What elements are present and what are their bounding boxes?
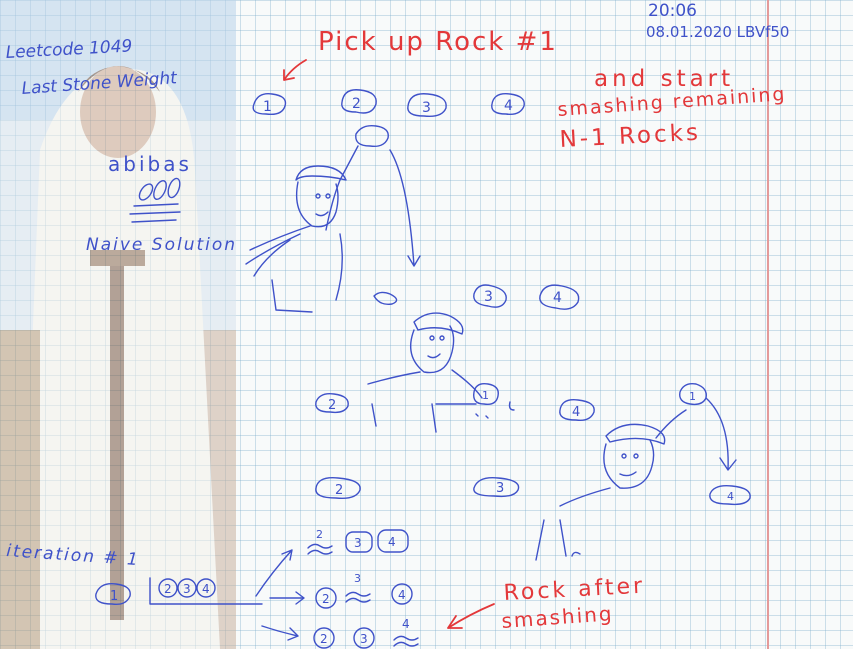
rock-smash-4: 4 xyxy=(559,399,595,422)
iteration-row1: 2 3 4 xyxy=(307,528,409,555)
problem-line1: Leetcode 1049 xyxy=(5,36,133,63)
rock-mid-3: 3 xyxy=(473,284,507,308)
svg-text:4: 4 xyxy=(553,290,562,306)
svg-text:3: 3 xyxy=(484,289,493,305)
start-note-line1: and start xyxy=(594,66,734,92)
svg-text:2: 2 xyxy=(316,528,323,541)
iteration-row2: 2 3 4 xyxy=(315,572,413,609)
svg-text:2: 2 xyxy=(328,398,336,413)
iteration-start-group: 2 3 4 xyxy=(149,577,263,605)
rock-smash-2: 2 xyxy=(315,392,349,414)
iteration-label: iteration # 1 xyxy=(6,541,141,570)
svg-text:4: 4 xyxy=(402,617,410,631)
pick-up-note: Pick up Rock #1 xyxy=(318,27,558,57)
svg-text:2: 2 xyxy=(322,592,330,606)
svg-text:2: 2 xyxy=(164,582,172,596)
svg-text:3: 3 xyxy=(354,536,362,550)
svg-text:1: 1 xyxy=(689,390,696,403)
date-id: 08.01.2020 LBVf50 xyxy=(646,23,789,41)
brand-name: abibas xyxy=(108,152,192,176)
timestamp: 20:06 xyxy=(648,1,697,21)
svg-text:1: 1 xyxy=(482,389,489,402)
rock-lower-3: 3 xyxy=(473,477,520,498)
rock-top-4: 4 xyxy=(491,93,525,116)
person-throwing-sketch: 1 xyxy=(535,382,737,561)
problem-line2: Last Stone Weight xyxy=(21,68,179,99)
person-lifting-sketch xyxy=(245,124,421,313)
svg-text:2: 2 xyxy=(320,632,328,646)
rock-thrown-4: 4 xyxy=(709,484,751,506)
svg-text:1: 1 xyxy=(263,99,272,115)
svg-text:4: 4 xyxy=(388,535,396,549)
svg-text:4: 4 xyxy=(398,588,406,602)
svg-text:2: 2 xyxy=(352,96,361,112)
arrow-row1 xyxy=(255,549,293,597)
rock-after-arrow xyxy=(447,603,495,629)
svg-text:3: 3 xyxy=(183,582,191,596)
brand-subtitle: Naive Solution xyxy=(86,235,237,255)
rock-after-line2: smashing xyxy=(501,601,615,633)
arrow-row3 xyxy=(261,625,299,641)
pick-up-arrow xyxy=(283,59,307,81)
svg-text:4: 4 xyxy=(504,98,513,114)
arrow-row2 xyxy=(269,591,305,605)
rock-top-2: 2 xyxy=(341,89,377,114)
rock-top-1: 1 xyxy=(252,93,287,116)
rock-mid-4: 4 xyxy=(539,284,580,310)
margin-line xyxy=(767,0,769,649)
svg-text:4: 4 xyxy=(727,490,734,503)
svg-text:4: 4 xyxy=(202,582,210,596)
iteration-row3: 2 3 4 xyxy=(313,617,419,649)
start-note-line3: N-1 Rocks xyxy=(559,120,702,153)
svg-text:3: 3 xyxy=(496,481,504,496)
svg-text:4: 4 xyxy=(572,405,580,420)
person-smashing-sketch: 1 xyxy=(367,312,515,433)
rock-lower-2: 2 xyxy=(315,477,361,500)
svg-text:3: 3 xyxy=(360,632,368,646)
iteration-start-rock: 1 xyxy=(95,583,131,606)
brand-logo xyxy=(129,177,181,223)
svg-text:1: 1 xyxy=(110,589,118,604)
rock-top-3: 3 xyxy=(407,93,447,118)
svg-text:3: 3 xyxy=(422,100,431,116)
background-photo xyxy=(0,0,236,649)
svg-text:2: 2 xyxy=(335,483,343,498)
rock-after-line1: Rock after xyxy=(503,574,646,606)
svg-text:3: 3 xyxy=(354,572,361,585)
